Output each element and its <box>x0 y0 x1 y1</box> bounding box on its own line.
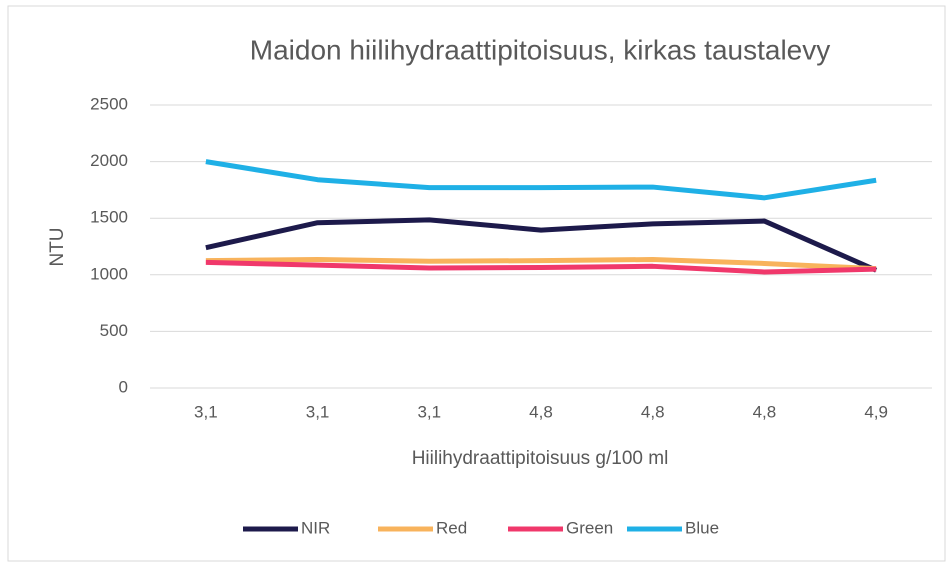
legend-label: NIR <box>301 518 330 537</box>
x-tick-label: 3,1 <box>306 402 330 421</box>
y-tick-label: 1000 <box>90 264 128 283</box>
chart-frame <box>7 5 946 562</box>
data-line <box>205 259 877 275</box>
x-tick-label: 4,8 <box>529 402 553 421</box>
y-tick-label: 2500 <box>90 94 128 113</box>
x-tick-label: 3,1 <box>194 402 218 421</box>
legend-label: Green <box>566 518 613 537</box>
x-tick-label: 4,8 <box>641 402 665 421</box>
x-tick-label: 4,8 <box>753 402 777 421</box>
x-tick-label: 3,1 <box>417 402 441 421</box>
legend-label: Blue <box>685 518 719 537</box>
x-axis-label: Hiilihydraattipitoisuus g/100 ml <box>412 448 669 469</box>
y-tick-label: 500 <box>100 321 128 340</box>
data-line <box>205 217 878 273</box>
data-line <box>205 257 877 272</box>
y-tick-label: 1500 <box>90 208 128 227</box>
chart-title: Maidon hiilihydraattipitoisuus, kirkas t… <box>250 34 831 65</box>
data-line <box>205 159 877 201</box>
legend-label: Red <box>436 518 467 537</box>
y-tick-label: 2000 <box>90 151 128 170</box>
x-tick-label: 4,9 <box>864 402 888 421</box>
y-tick-label: 0 <box>119 377 128 396</box>
y-axis-label: NTU <box>47 227 68 266</box>
